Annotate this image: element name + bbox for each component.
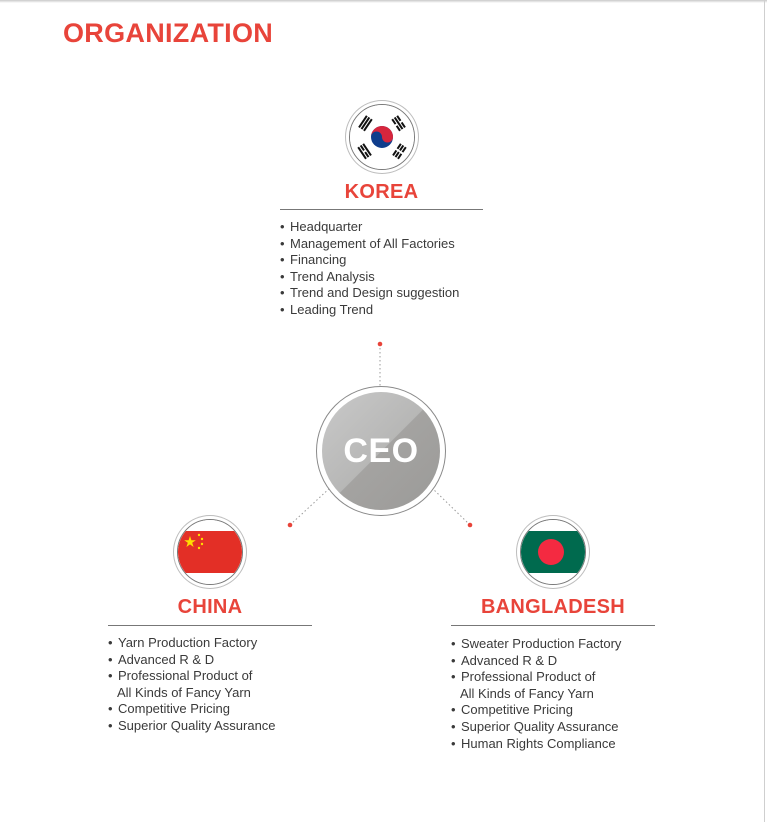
- list-item: • Competitive Pricing: [451, 702, 573, 718]
- ceo-label: CEO: [343, 431, 419, 470]
- korea-flag-icon: [349, 104, 415, 170]
- list-item: • Yarn Production Factory: [108, 635, 258, 650]
- china-list: • Yarn Production Factory • Advanced R & D…: [108, 635, 276, 735]
- list-item: • Financing: [280, 252, 347, 268]
- china-title: CHINA: [177, 596, 243, 618]
- bangladesh-list: • Sweater Production Factory • Advanced R …: [451, 636, 621, 752]
- list-item: All Kinds of Fancy Yarn: [117, 684, 251, 700]
- bangladesh-divider: [451, 625, 655, 626]
- list-item: • Sweater Production Factory: [451, 636, 622, 651]
- list-item: • Superior Quality Assurance: [451, 718, 619, 734]
- list-item: • Advanced R & D: [108, 651, 215, 667]
- bangladesh-title: BANGLADESH: [480, 596, 626, 618]
- connector-dot-korea: [377, 341, 383, 347]
- list-item: • Advanced R & D: [451, 652, 558, 668]
- korea-title: KOREA: [344, 181, 419, 203]
- page-title: ORGANIZATION: [63, 18, 274, 48]
- list-item: • Superior Quality Assurance: [108, 717, 276, 733]
- list-item: • Professional Product of: [451, 669, 596, 685]
- china-flag-icon: [177, 519, 243, 585]
- korea-divider: [280, 209, 483, 210]
- page-top-shadow: [0, 0, 767, 3]
- list-item: • Leading Trend: [280, 301, 374, 317]
- china-divider: [108, 625, 312, 626]
- ceo-circle: CEO: [316, 386, 446, 516]
- list-item: • Professional Product of: [108, 668, 253, 684]
- korea-list: • Headquarter • Management of All Factorie…: [280, 219, 459, 319]
- list-item: • Headquarter: [280, 219, 363, 234]
- page-right-border: [764, 0, 765, 822]
- connector-dot-china: [287, 522, 293, 528]
- list-item: • Trend Analysis: [280, 268, 375, 284]
- connector-dot-bangladesh: [467, 522, 473, 528]
- bangladesh-flag-icon: [520, 519, 586, 585]
- list-item: All Kinds of Fancy Yarn: [460, 685, 594, 701]
- list-item: • Competitive Pricing: [108, 701, 230, 717]
- list-item: • Trend and Design suggestion: [280, 285, 460, 301]
- connector-bangladesh: [429, 485, 471, 526]
- connector-china: [289, 485, 333, 526]
- list-item: • Human Rights Compliance: [451, 735, 616, 751]
- list-item: • Management of All Factories: [280, 235, 455, 251]
- ceo-disc: CEO: [322, 392, 440, 510]
